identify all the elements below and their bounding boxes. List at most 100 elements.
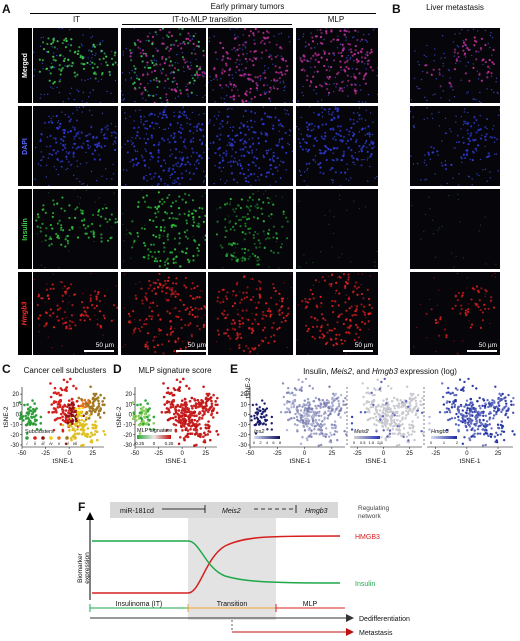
speckle xyxy=(494,276,497,278)
cell-dot xyxy=(328,52,331,55)
cell-dot xyxy=(64,45,68,49)
cell-dot xyxy=(252,236,256,239)
cell-dot xyxy=(179,92,183,95)
cell-dot xyxy=(158,141,161,144)
cell-dot xyxy=(490,299,493,302)
point xyxy=(137,414,141,418)
speckle xyxy=(236,308,239,311)
point xyxy=(197,434,200,438)
cell-dot xyxy=(146,345,149,348)
cell-dot xyxy=(317,53,320,56)
speckle xyxy=(471,184,473,186)
cell-dot xyxy=(280,242,284,246)
speckle xyxy=(302,35,304,38)
scale-bar-b: 50 µm xyxy=(467,342,497,352)
cell-dot xyxy=(361,127,364,130)
cell-dot xyxy=(262,122,265,125)
cell-dot xyxy=(316,306,319,309)
speckle xyxy=(235,334,237,336)
cell-dot xyxy=(219,84,222,87)
speckle xyxy=(488,67,491,70)
point xyxy=(166,386,170,390)
point-vii xyxy=(69,417,73,420)
cell-dot xyxy=(355,67,358,71)
cell-dot xyxy=(137,201,140,204)
cell-dot xyxy=(264,140,268,143)
cell-dot xyxy=(341,43,344,46)
cell-dot xyxy=(76,206,79,209)
cell-dot xyxy=(198,296,201,299)
point-iii xyxy=(67,404,71,407)
speckle xyxy=(78,202,81,205)
cell-dot xyxy=(131,220,134,223)
cell-dot xyxy=(147,206,150,209)
panel-letter-b: B xyxy=(392,2,401,16)
point xyxy=(414,396,417,399)
micrograph-dapi-4 xyxy=(410,106,500,186)
cell-dot xyxy=(82,306,85,309)
point xyxy=(330,433,333,437)
cell-dot xyxy=(454,304,457,307)
cell-dot xyxy=(342,46,345,49)
point-ii xyxy=(54,408,58,412)
speckle xyxy=(95,52,97,55)
panel-letter-e: E xyxy=(230,362,239,376)
cell-dot xyxy=(254,131,257,134)
cell-dot xyxy=(243,297,246,300)
point xyxy=(389,422,392,426)
point xyxy=(174,411,178,414)
speckle xyxy=(491,275,494,277)
speckle xyxy=(76,89,78,91)
cell-dot xyxy=(329,65,333,69)
liver-metastasis-title: Liver metastasis xyxy=(426,3,484,12)
speckle xyxy=(46,136,49,138)
point xyxy=(182,377,185,381)
cell-dot xyxy=(310,81,313,84)
speckle xyxy=(302,94,305,97)
cell-dot xyxy=(88,318,92,321)
cell-dot xyxy=(243,28,247,30)
point xyxy=(323,416,327,419)
cell-dot xyxy=(82,67,86,71)
cell-dot xyxy=(348,307,351,310)
speckle xyxy=(194,32,197,35)
speckle xyxy=(490,75,493,77)
speckle xyxy=(134,150,137,153)
speckle xyxy=(44,266,46,269)
speckle xyxy=(81,44,83,47)
point xyxy=(334,392,338,396)
cell-dot xyxy=(464,38,468,41)
point xyxy=(399,420,402,423)
cell-dot xyxy=(134,67,137,70)
cell-dot xyxy=(243,238,246,241)
cell-dot xyxy=(280,71,283,74)
cell-dot xyxy=(337,116,340,119)
speckle xyxy=(121,99,123,101)
point xyxy=(407,405,410,408)
cell-dot xyxy=(154,292,157,296)
speckle xyxy=(297,265,300,268)
cell-dot xyxy=(154,62,158,66)
speckle xyxy=(462,39,464,42)
cell-dot xyxy=(161,116,164,120)
speckle xyxy=(177,95,180,98)
cell-dot xyxy=(37,293,41,296)
speckle xyxy=(352,131,354,134)
speckle xyxy=(87,57,89,59)
point xyxy=(285,428,289,432)
cell-dot xyxy=(284,69,287,72)
cell-dot xyxy=(143,323,146,326)
cell-dot xyxy=(229,197,232,201)
cell-dot xyxy=(323,108,326,111)
point-vi xyxy=(102,411,106,415)
cell-dot xyxy=(150,155,153,158)
point xyxy=(368,392,371,395)
cell-dot xyxy=(317,60,320,63)
point xyxy=(380,419,384,422)
cell-dot xyxy=(170,224,174,227)
cell-dot xyxy=(492,48,495,52)
cell-dot xyxy=(164,282,167,286)
cell-dot xyxy=(473,116,476,119)
cell-dot xyxy=(139,51,142,55)
point xyxy=(181,406,185,410)
